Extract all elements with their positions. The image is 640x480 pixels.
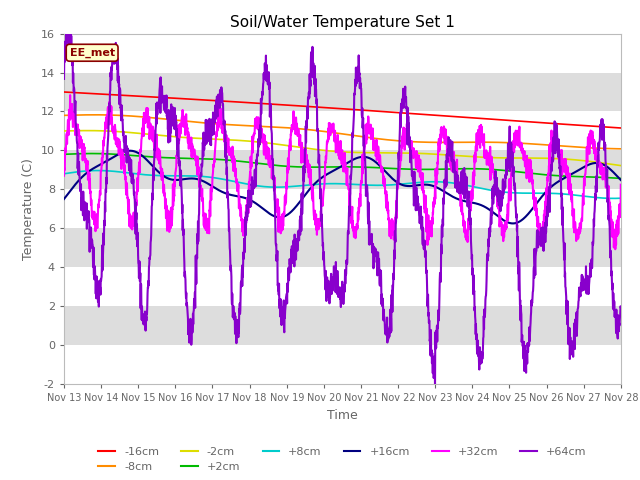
Bar [64,34,621,72]
Bar [64,345,621,384]
Title: Soil/Water Temperature Set 1: Soil/Water Temperature Set 1 [230,15,455,30]
Bar [64,228,621,267]
X-axis label: Time: Time [327,408,358,421]
Bar [64,267,621,306]
Bar [64,306,621,345]
Legend: -16cm, -8cm, -2cm, +2cm, +8cm, +16cm, +32cm, +64cm: -16cm, -8cm, -2cm, +2cm, +8cm, +16cm, +3… [94,442,591,477]
Bar [64,150,621,189]
Text: EE_met: EE_met [70,48,115,58]
Bar [64,189,621,228]
Bar [64,111,621,150]
Bar [64,72,621,111]
Y-axis label: Temperature (C): Temperature (C) [22,158,35,260]
